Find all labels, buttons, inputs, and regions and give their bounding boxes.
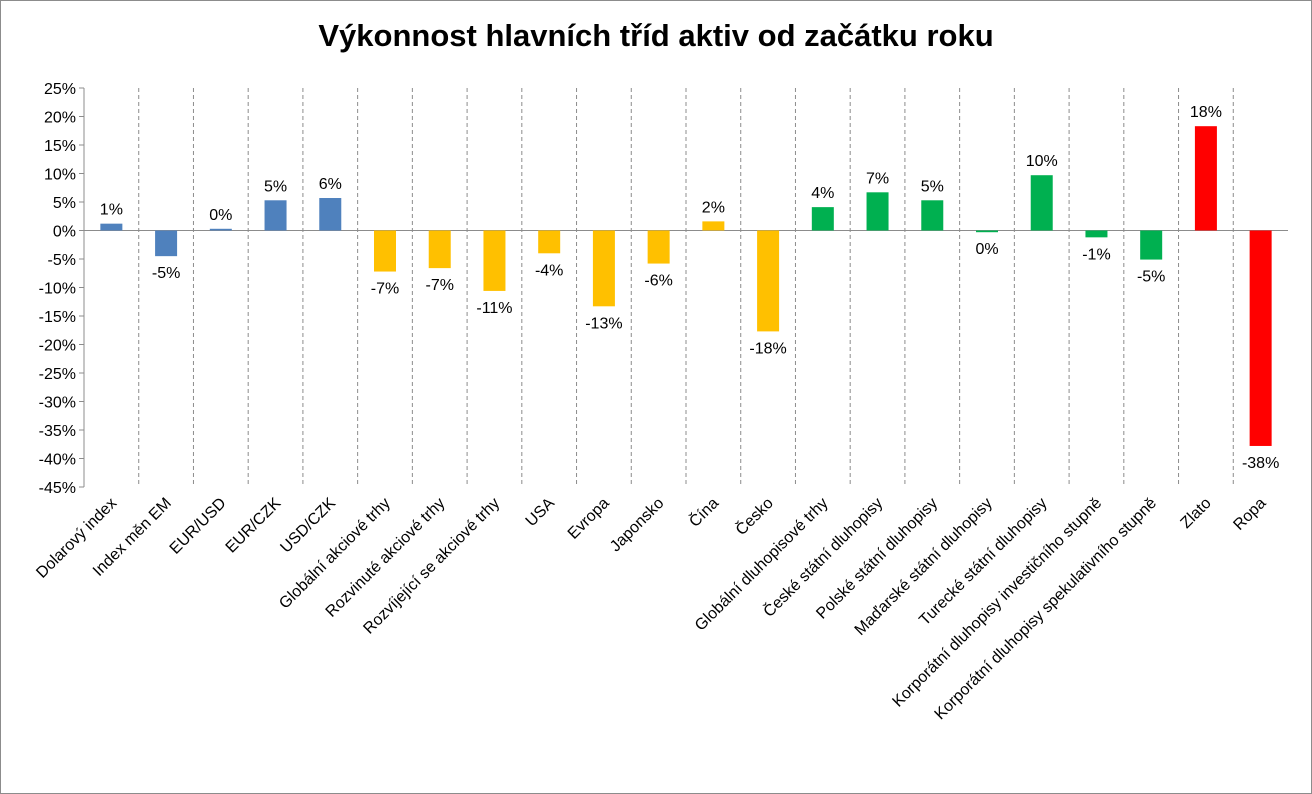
y-tick-label: 5% (53, 195, 76, 212)
bar (1249, 230, 1272, 446)
bar (1194, 126, 1217, 231)
x-tick-label: Česko (731, 493, 777, 539)
data-label: -11% (476, 300, 512, 317)
y-tick-label: -30% (39, 395, 76, 412)
data-label: 5% (264, 178, 287, 195)
data-label: -38% (1242, 455, 1279, 472)
x-tick-label: EUR/CZK (223, 495, 285, 557)
y-tick-label: -35% (39, 423, 76, 440)
y-tick-label: -25% (39, 366, 76, 383)
bar (592, 230, 615, 307)
data-label: -4% (535, 262, 563, 279)
y-tick-label: 10% (44, 167, 76, 184)
data-label: -18% (749, 340, 786, 357)
bar (428, 230, 451, 269)
y-tick-label: 15% (44, 138, 76, 155)
data-label: -1% (1082, 246, 1110, 263)
y-tick-label: 0% (53, 224, 76, 241)
bar (1140, 230, 1163, 260)
bar (155, 230, 178, 257)
bar (538, 230, 561, 254)
bar (921, 200, 944, 231)
data-label: -5% (1137, 269, 1165, 286)
data-label: -5% (152, 265, 180, 282)
bar (1030, 175, 1053, 231)
y-tick-label: 25% (44, 81, 76, 98)
data-label: 7% (866, 170, 889, 187)
bar (647, 230, 670, 264)
bar (209, 228, 232, 231)
data-label: -7% (371, 281, 399, 298)
data-label: -13% (585, 315, 622, 332)
bar (319, 198, 342, 231)
data-label: 6% (319, 176, 342, 193)
bar (264, 200, 287, 231)
data-label: 18% (1190, 104, 1222, 121)
chart-title: Výkonnost hlavních tříd aktiv od začátku… (318, 18, 994, 53)
data-label: 1% (100, 202, 123, 219)
x-tick-label: EUR/USD (167, 495, 230, 558)
data-label: -7% (426, 277, 454, 294)
data-label: 4% (811, 185, 834, 202)
bar (976, 230, 998, 233)
bar (483, 230, 506, 291)
bar (811, 207, 834, 231)
data-label: 0% (209, 207, 232, 224)
data-label: -6% (644, 273, 672, 290)
y-tick-label: -10% (39, 281, 76, 298)
x-tick-label: Evropa (565, 495, 613, 543)
y-tick-label: -5% (48, 252, 76, 269)
data-label: 2% (702, 199, 725, 216)
data-label: 0% (975, 241, 998, 258)
data-label: 5% (921, 178, 944, 195)
bar (374, 230, 396, 272)
bar (100, 223, 123, 231)
x-tick-label: USA (523, 495, 559, 531)
bar (866, 192, 889, 231)
y-tick-label: -20% (39, 338, 76, 355)
bar (1085, 230, 1108, 238)
y-tick-label: 20% (44, 110, 76, 127)
x-tick-label: Korporátní dluhopisy investičního stupně (889, 495, 1105, 711)
bar (757, 230, 780, 332)
x-tick-label: Globální akciové trhy (276, 495, 394, 613)
y-tick-label: -40% (39, 452, 76, 469)
x-tick-label: Ropa (1230, 495, 1269, 534)
y-tick-label: -15% (39, 309, 76, 326)
x-tick-label: Čína (685, 493, 722, 530)
x-tick-label: Japonsko (607, 495, 668, 556)
x-tick-label: Zlato (1178, 495, 1215, 532)
bar (702, 221, 725, 231)
data-label: 10% (1026, 153, 1058, 170)
y-tick-label: -45% (39, 480, 76, 497)
